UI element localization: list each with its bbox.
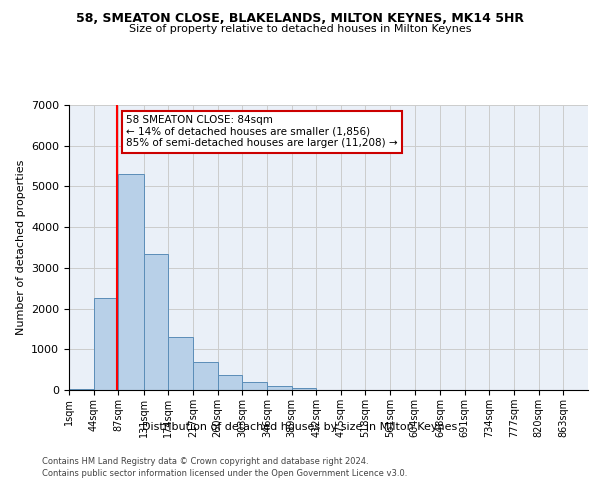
- Text: Contains public sector information licensed under the Open Government Licence v3: Contains public sector information licen…: [42, 468, 407, 477]
- Bar: [242, 382, 267, 390]
- Text: Contains HM Land Registry data © Crown copyright and database right 2024.: Contains HM Land Registry data © Crown c…: [42, 458, 368, 466]
- Bar: [267, 386, 292, 390]
- Bar: [143, 254, 168, 390]
- Bar: [69, 389, 94, 390]
- Bar: [168, 337, 193, 390]
- Text: Distribution of detached houses by size in Milton Keynes: Distribution of detached houses by size …: [142, 422, 458, 432]
- Text: 58, SMEATON CLOSE, BLAKELANDS, MILTON KEYNES, MK14 5HR: 58, SMEATON CLOSE, BLAKELANDS, MILTON KE…: [76, 12, 524, 26]
- Bar: [292, 388, 316, 390]
- Bar: [118, 174, 143, 390]
- Text: Size of property relative to detached houses in Milton Keynes: Size of property relative to detached ho…: [129, 24, 471, 34]
- Bar: [193, 362, 218, 390]
- Bar: [218, 374, 242, 390]
- Bar: [94, 298, 118, 390]
- Text: 58 SMEATON CLOSE: 84sqm
← 14% of detached houses are smaller (1,856)
85% of semi: 58 SMEATON CLOSE: 84sqm ← 14% of detache…: [126, 115, 397, 148]
- Y-axis label: Number of detached properties: Number of detached properties: [16, 160, 26, 335]
